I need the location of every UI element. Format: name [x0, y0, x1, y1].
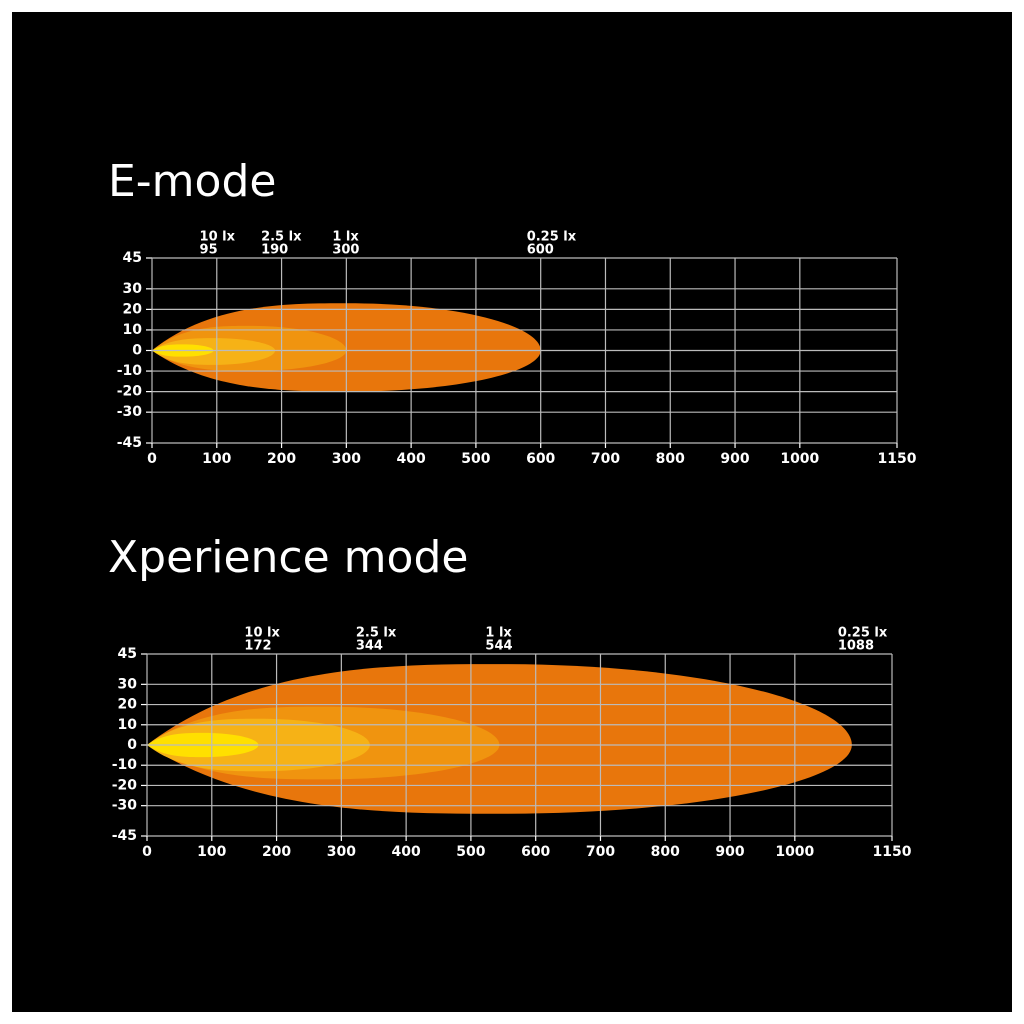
x-tick-label: 1150 [873, 844, 912, 860]
y-tick-label: 10 [118, 717, 138, 733]
x-tick-label: 600 [526, 451, 555, 467]
contour-name: 10 lx [200, 230, 236, 245]
x-tick-label: 700 [586, 844, 615, 860]
background [12, 12, 1012, 1012]
x-tick-label: 100 [202, 451, 231, 467]
y-tick-label: 0 [127, 737, 137, 753]
x-tick-label: 900 [715, 844, 744, 860]
contour-name: 2.5 lx [356, 626, 397, 641]
y-tick-label: 30 [123, 281, 143, 297]
chart-title: E-mode [108, 156, 276, 207]
contour-reach: 95 [200, 243, 218, 258]
contour-name: 0.25 lx [838, 626, 888, 641]
y-tick-label: -30 [117, 404, 143, 420]
x-tick-label: 1150 [878, 451, 917, 467]
x-tick-label: 200 [267, 451, 296, 467]
x-tick-label: 400 [392, 844, 421, 860]
contour-reach: 544 [485, 639, 512, 654]
x-tick-label: 0 [142, 844, 152, 860]
contour-name: 1 lx [332, 230, 359, 245]
y-tick-label: -20 [117, 384, 143, 400]
x-tick-label: 1000 [775, 844, 814, 860]
x-tick-label: 100 [197, 844, 226, 860]
y-tick-label: 30 [118, 676, 138, 692]
x-tick-label: 300 [327, 844, 356, 860]
contour-reach: 344 [356, 639, 383, 654]
contour-reach: 300 [332, 243, 359, 258]
x-tick-label: 200 [262, 844, 291, 860]
contour-reach: 1088 [838, 639, 874, 654]
y-tick-label: -10 [117, 363, 143, 379]
y-tick-label: 20 [118, 697, 138, 713]
contour-reach: 172 [244, 639, 271, 654]
x-tick-label: 500 [456, 844, 485, 860]
x-tick-label: 600 [521, 844, 550, 860]
y-tick-label: 45 [118, 646, 137, 662]
x-tick-label: 800 [656, 451, 685, 467]
x-tick-label: 700 [591, 451, 620, 467]
y-tick-label: 0 [132, 343, 142, 359]
x-tick-label: 800 [651, 844, 680, 860]
contour-name: 10 lx [244, 626, 280, 641]
contour-reach: 190 [261, 243, 288, 258]
y-tick-label: -45 [117, 435, 142, 451]
contour-reach: 600 [527, 243, 554, 258]
y-tick-label: -45 [112, 828, 137, 844]
y-tick-label: -10 [112, 757, 138, 773]
x-tick-label: 1000 [780, 451, 819, 467]
y-tick-label: 10 [123, 322, 143, 338]
x-tick-label: 900 [720, 451, 749, 467]
y-tick-label: 20 [123, 301, 143, 317]
contour-name: 2.5 lx [261, 230, 302, 245]
x-tick-label: 500 [461, 451, 490, 467]
y-tick-label: 45 [123, 250, 142, 266]
x-tick-label: 300 [332, 451, 361, 467]
contour-name: 1 lx [485, 626, 512, 641]
x-tick-label: 400 [397, 451, 426, 467]
y-tick-label: -30 [112, 798, 138, 814]
chart-title: Xperience mode [108, 532, 468, 583]
contour-name: 0.25 lx [527, 230, 577, 245]
x-tick-label: 0 [147, 451, 157, 467]
y-tick-label: -20 [112, 777, 138, 793]
